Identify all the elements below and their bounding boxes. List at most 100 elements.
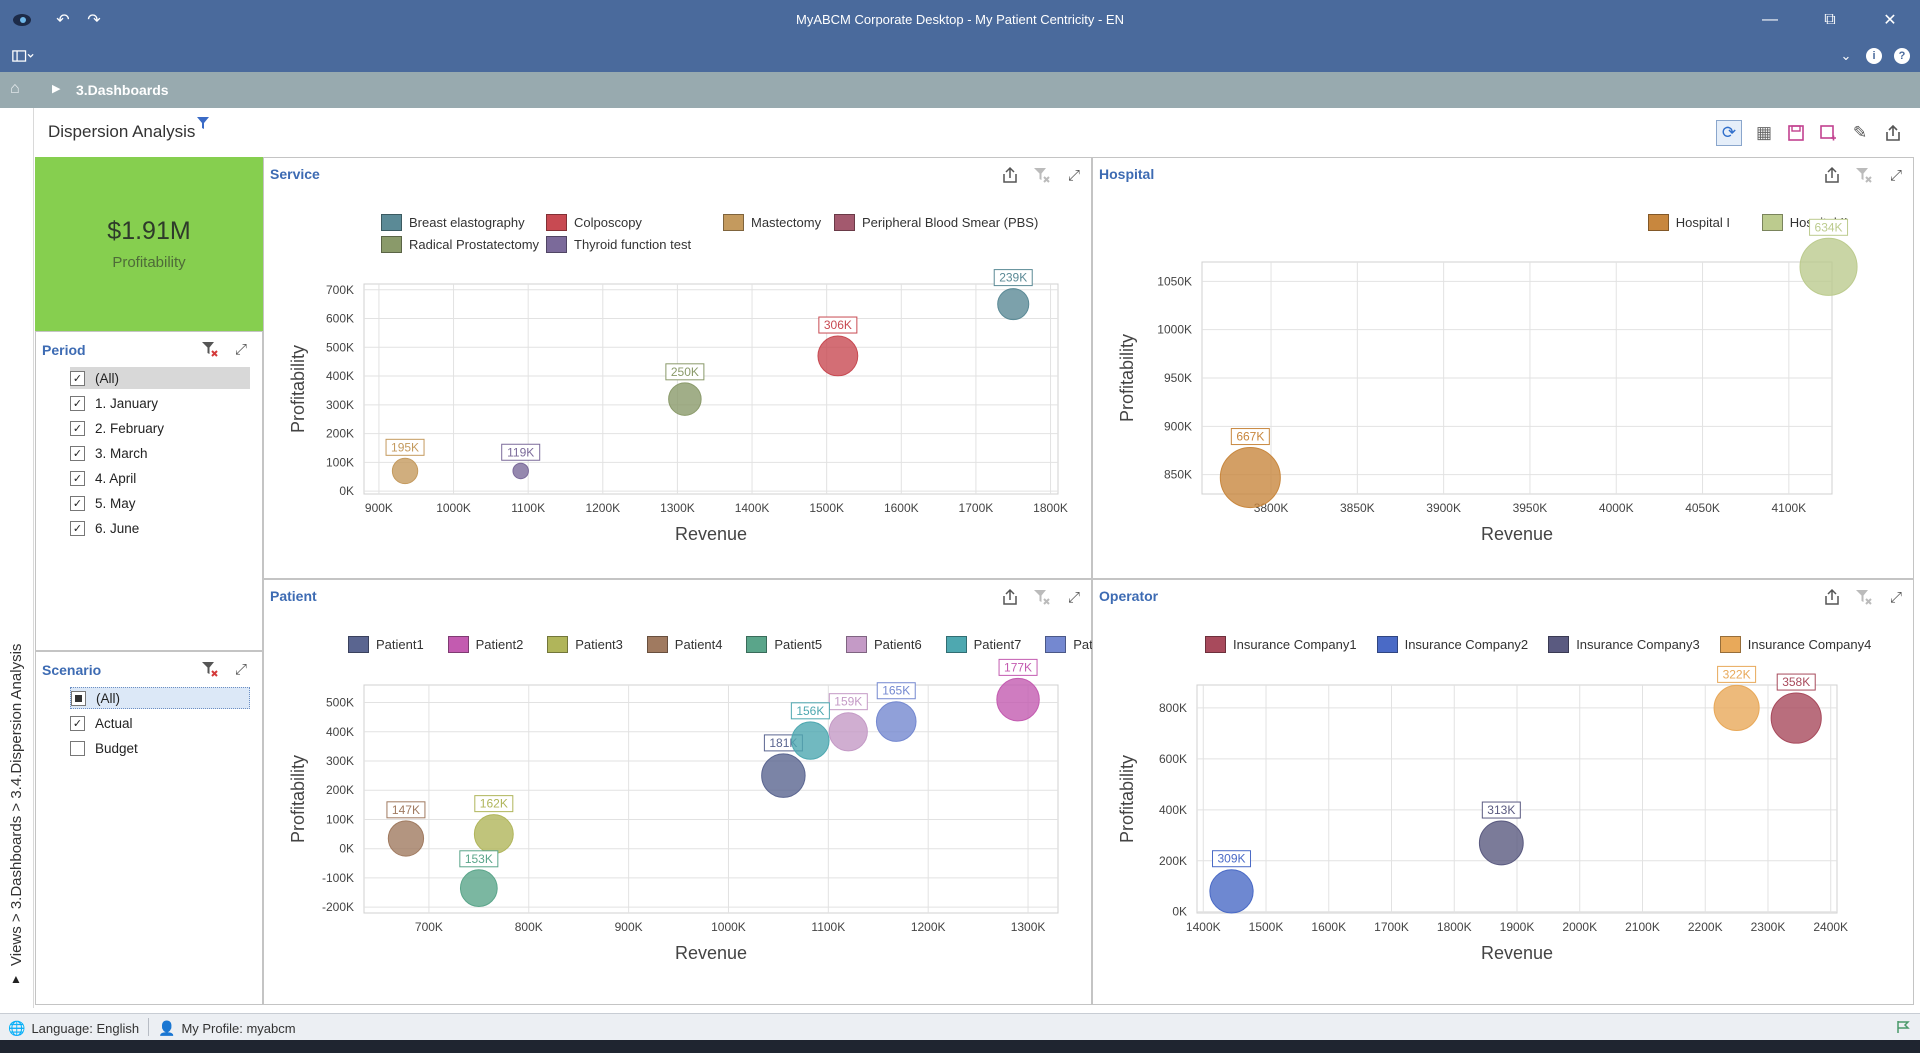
save-icon[interactable] bbox=[1783, 120, 1809, 146]
checkbox[interactable]: ✓ bbox=[70, 520, 85, 536]
filter-icon[interactable] bbox=[196, 116, 210, 133]
expand-arrow-icon[interactable]: ▶ bbox=[52, 83, 61, 95]
maximize-icon[interactable]: ⤢ bbox=[1889, 166, 1902, 184]
redo-icon[interactable]: ↷ bbox=[87, 12, 101, 29]
export-icon[interactable] bbox=[1821, 586, 1843, 608]
checkbox[interactable]: ✓ bbox=[70, 420, 85, 436]
data-label-box bbox=[1230, 428, 1270, 446]
data-point[interactable] bbox=[1478, 820, 1524, 866]
period-item[interactable]: ✓ 5. May bbox=[70, 492, 250, 514]
checkbox[interactable] bbox=[71, 690, 86, 706]
home-icon[interactable]: ⌂ bbox=[10, 80, 20, 97]
scenario-item[interactable]: (All) bbox=[70, 687, 250, 709]
legend-item[interactable]: Hospital I bbox=[1647, 214, 1730, 231]
clear-filter-icon[interactable] bbox=[1031, 586, 1053, 608]
data-point[interactable] bbox=[459, 869, 498, 908]
data-point[interactable] bbox=[512, 462, 529, 480]
y-tick-label: 900K bbox=[1164, 419, 1192, 433]
clear-filter-icon[interactable] bbox=[199, 658, 221, 680]
export-icon[interactable] bbox=[1821, 164, 1843, 186]
restore-icon[interactable]: ⧉ bbox=[1824, 11, 1836, 28]
data-point[interactable] bbox=[1219, 447, 1281, 509]
period-item[interactable]: ✓ 6. June bbox=[70, 517, 250, 539]
scenario-item[interactable]: ✓ Actual bbox=[70, 712, 250, 734]
data-point[interactable] bbox=[761, 753, 806, 798]
data-point[interactable] bbox=[473, 814, 514, 855]
clear-filter-icon[interactable] bbox=[1031, 164, 1053, 186]
legend-item[interactable]: Radical Prostatectomy bbox=[381, 236, 539, 253]
data-point[interactable] bbox=[791, 721, 830, 760]
legend-item[interactable]: Patient5 bbox=[746, 636, 822, 653]
data-point[interactable] bbox=[1713, 684, 1760, 731]
export-icon[interactable] bbox=[999, 586, 1021, 608]
legend-item[interactable]: Breast elastography bbox=[381, 214, 525, 231]
checkbox[interactable]: ✓ bbox=[70, 495, 85, 511]
checkbox[interactable]: ✓ bbox=[70, 715, 85, 731]
clear-filter-icon[interactable] bbox=[1853, 586, 1875, 608]
data-point[interactable] bbox=[1209, 869, 1254, 914]
profile-status[interactable]: 👤 My Profile: myabcm bbox=[158, 1020, 296, 1037]
legend-item[interactable]: Insurance Company3 bbox=[1548, 636, 1700, 653]
maximize-icon[interactable]: ⤢ bbox=[1889, 588, 1902, 606]
breadcrumb-item[interactable]: 3.Dashboards bbox=[76, 82, 169, 98]
profitability-kpi-card[interactable]: $1.91M Profitability bbox=[35, 157, 263, 331]
scenario-item[interactable]: Budget bbox=[70, 737, 250, 759]
edit-icon[interactable]: ✎ bbox=[1852, 123, 1868, 142]
clear-filter-icon[interactable] bbox=[1853, 164, 1875, 186]
period-item[interactable]: ✓ (All) bbox=[70, 367, 250, 389]
checkbox[interactable]: ✓ bbox=[70, 445, 85, 461]
legend-item[interactable]: Insurance Company4 bbox=[1719, 636, 1871, 653]
maximize-icon[interactable]: ⤢ bbox=[234, 340, 247, 358]
save-as-icon[interactable] bbox=[1815, 120, 1841, 146]
legend-item[interactable]: Patient1 bbox=[348, 636, 424, 653]
legend-item[interactable]: Patient7 bbox=[945, 636, 1021, 653]
legend-item[interactable]: Patient2 bbox=[447, 636, 523, 653]
refresh-icon[interactable]: ⟳ bbox=[1716, 120, 1742, 146]
legend-item[interactable]: Mastectomy bbox=[723, 214, 821, 231]
legend-item[interactable]: Patient4 bbox=[646, 636, 723, 653]
checkbox[interactable]: ✓ bbox=[70, 470, 85, 486]
data-point[interactable] bbox=[997, 288, 1030, 321]
flag-icon[interactable] bbox=[1896, 1020, 1910, 1034]
collapse-up-icon[interactable]: ▲ bbox=[10, 972, 22, 986]
legend-item[interactable]: Thyroid function test bbox=[546, 236, 691, 253]
export-icon[interactable] bbox=[1880, 120, 1906, 146]
maximize-icon[interactable]: ⤢ bbox=[234, 660, 247, 678]
grid-icon[interactable]: ▦ bbox=[1755, 123, 1773, 142]
chevron-down-icon[interactable]: ⌄ bbox=[1840, 48, 1852, 63]
data-point[interactable] bbox=[875, 701, 917, 742]
export-icon[interactable] bbox=[999, 164, 1021, 186]
maximize-icon[interactable]: ⤢ bbox=[1067, 588, 1080, 606]
checkbox[interactable]: ✓ bbox=[70, 370, 85, 386]
data-point[interactable] bbox=[996, 677, 1040, 722]
close-icon[interactable]: ✕ bbox=[1883, 12, 1897, 29]
checkbox[interactable] bbox=[70, 740, 85, 756]
info-icon[interactable]: i bbox=[1866, 48, 1882, 64]
data-point[interactable] bbox=[1770, 692, 1822, 744]
language-status[interactable]: 🌐 Language: English bbox=[8, 1020, 139, 1037]
clear-filter-icon[interactable] bbox=[199, 338, 221, 360]
help-icon[interactable]: ? bbox=[1894, 48, 1910, 64]
data-point[interactable] bbox=[391, 457, 419, 485]
period-item[interactable]: ✓ 4. April bbox=[70, 467, 250, 489]
undo-icon[interactable]: ↶ bbox=[56, 12, 70, 29]
legend-item[interactable]: Patient6 bbox=[846, 636, 922, 653]
data-point[interactable] bbox=[1799, 237, 1858, 296]
legend-item[interactable]: Insurance Company1 bbox=[1205, 636, 1357, 653]
data-point[interactable] bbox=[828, 712, 868, 752]
legend-item[interactable]: Peripheral Blood Smear (PBS) bbox=[834, 214, 1038, 231]
maximize-icon[interactable]: ⤢ bbox=[1067, 166, 1080, 184]
legend-item[interactable]: Insurance Company2 bbox=[1376, 636, 1528, 653]
legend-item[interactable]: Patient3 bbox=[547, 636, 623, 653]
data-point[interactable] bbox=[387, 820, 425, 857]
legend-item[interactable]: Colposcopy bbox=[546, 214, 642, 231]
data-point[interactable] bbox=[817, 335, 859, 377]
vertical-view-tab[interactable]: Views > 3.Dashboards > 3.4.Dispersion An… bbox=[0, 108, 34, 1008]
data-point[interactable] bbox=[668, 382, 702, 416]
panel-toggle-icon[interactable] bbox=[12, 46, 34, 66]
checkbox[interactable]: ✓ bbox=[70, 395, 85, 411]
period-item[interactable]: ✓ 1. January bbox=[70, 392, 250, 414]
period-item[interactable]: ✓ 3. March bbox=[70, 442, 250, 464]
period-item[interactable]: ✓ 2. February bbox=[70, 417, 250, 439]
minimize-icon[interactable]: — bbox=[1762, 11, 1778, 28]
